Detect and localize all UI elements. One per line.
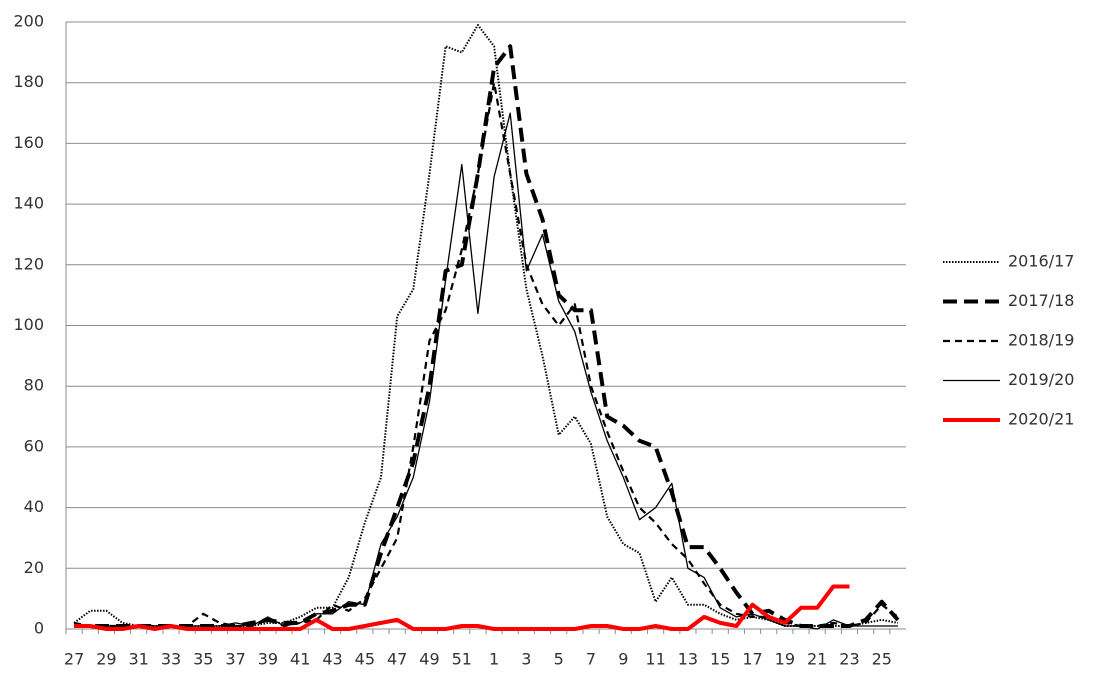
- y-tick-label: 20: [24, 558, 44, 577]
- x-tick-label: 5: [554, 650, 564, 669]
- x-tick-label: 7: [586, 650, 596, 669]
- y-tick-label: 0: [34, 619, 44, 638]
- x-tick-label: 27: [64, 650, 84, 669]
- x-tick-label: 51: [452, 650, 472, 669]
- y-tick-label: 100: [13, 315, 44, 334]
- series-line: [73, 81, 899, 628]
- legend-label: 2019/20: [1008, 370, 1074, 389]
- legend-label: 2018/19: [1008, 331, 1074, 350]
- x-tick-label: 31: [129, 650, 149, 669]
- y-tick-label: 40: [24, 497, 44, 516]
- series-line: [74, 112, 898, 630]
- x-tick-label: 13: [678, 650, 698, 669]
- x-tick-label: 25: [872, 650, 892, 669]
- y-tick-label: 200: [13, 12, 44, 31]
- x-tick-label: 9: [618, 650, 628, 669]
- x-tick-label: 19: [775, 650, 795, 669]
- y-tick-label: 60: [24, 436, 44, 455]
- x-tick-label: 23: [839, 650, 859, 669]
- series-line: [74, 584, 850, 631]
- y-tick-label: 140: [13, 194, 44, 213]
- x-tick-label: 3: [521, 650, 531, 669]
- x-tick-label: 33: [161, 650, 181, 669]
- y-tick-label: 80: [24, 376, 44, 395]
- x-tick-label: 35: [193, 650, 213, 669]
- x-tick-label: 39: [258, 650, 278, 669]
- x-tick-label: 37: [225, 650, 245, 669]
- legend-label: 2020/21: [1008, 410, 1074, 429]
- y-tick-label: 120: [13, 254, 44, 273]
- x-tick-label: 17: [742, 650, 762, 669]
- x-tick-label: 1: [489, 650, 499, 669]
- x-tick-label: 11: [645, 650, 665, 669]
- legend-label: 2017/18: [1008, 291, 1074, 310]
- y-tick-label: 180: [13, 72, 44, 91]
- x-tick-label: 41: [290, 650, 310, 669]
- legend-label: 2016/17: [1008, 252, 1074, 271]
- x-tick-label: 15: [710, 650, 730, 669]
- y-tick-label: 160: [13, 133, 44, 152]
- x-tick-label: 29: [96, 650, 116, 669]
- x-tick-label: 47: [387, 650, 407, 669]
- x-tick-label: 43: [322, 650, 342, 669]
- x-tick-label: 45: [355, 650, 375, 669]
- x-tick-label: 49: [419, 650, 439, 669]
- x-tick-label: 21: [807, 650, 827, 669]
